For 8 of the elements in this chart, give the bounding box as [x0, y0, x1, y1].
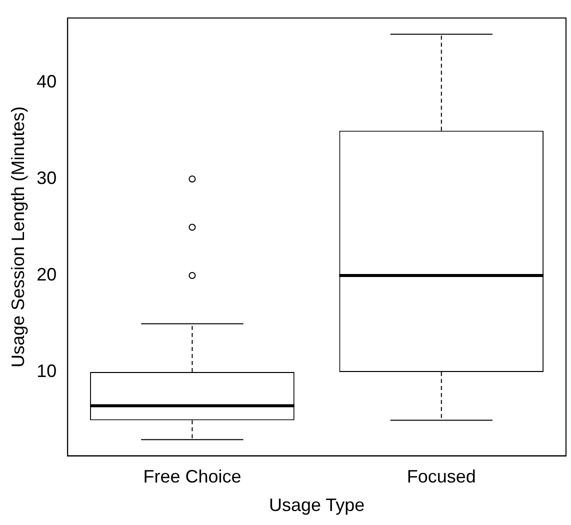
y-tick-label: 10 — [36, 360, 57, 381]
y-tick-label: 30 — [36, 168, 57, 188]
y-tick-label: 20 — [36, 264, 57, 284]
x-tick-label: Focused — [406, 466, 476, 487]
x-axis-title: Usage Type — [268, 495, 365, 516]
y-tick-label: 40 — [36, 71, 57, 92]
y-axis-title: Usage Session Length (Minutes) — [8, 106, 28, 368]
x-tick-label: Free Choice — [143, 466, 242, 487]
